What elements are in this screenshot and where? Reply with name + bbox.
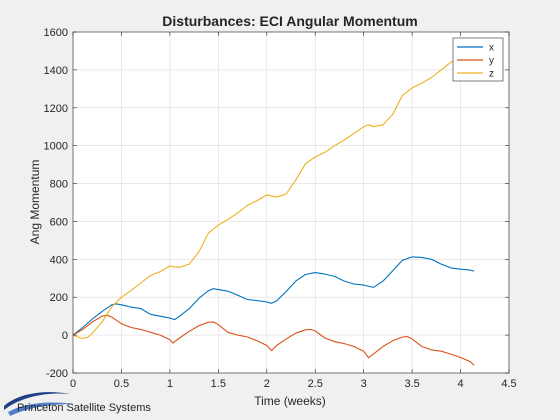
logo-text: Princeton Satellite Systems: [17, 402, 151, 414]
x-tick-label: 1.5: [211, 378, 226, 390]
swoosh-icon: [8, 402, 74, 416]
y-tick-label: 200: [50, 292, 68, 304]
x-tick-label: 4: [457, 378, 463, 390]
y-tick-label: 400: [50, 254, 68, 266]
x-tick-label: 0: [70, 378, 76, 390]
legend-label-z: z: [489, 69, 494, 80]
x-tick-label: 3.5: [404, 378, 419, 390]
x-tick-label: 4.5: [501, 378, 516, 390]
y-tick-label: -200: [46, 368, 68, 380]
series-lines: [72, 59, 475, 366]
x-tick-label: 3: [361, 378, 367, 390]
tick-labels: 0 0.5 1 1.5 2 2.5 3 3.5 4 4.5-2000200400600800100…: [44, 27, 517, 390]
plot-area: [73, 32, 509, 373]
legend-label-x: x: [489, 43, 494, 54]
y-tick-label: 0: [62, 330, 68, 342]
series-line-x: [72, 256, 475, 336]
legend: xyz: [452, 37, 504, 82]
swoosh-icon: [4, 392, 70, 410]
y-tick-label: 1600: [44, 27, 68, 39]
chart-title: Disturbances: ECI Angular Momentum: [162, 13, 417, 29]
y-tick-label: 1200: [44, 103, 68, 115]
y-axis-label: Ang Momentum: [28, 160, 42, 245]
x-tick-label: 2.5: [308, 378, 323, 390]
y-tick-label: 1400: [44, 65, 68, 77]
y-tick-label: 600: [50, 216, 68, 228]
x-tick-label: 2: [264, 378, 270, 390]
x-tick-label: 0.5: [114, 378, 129, 390]
series-line-z: [72, 59, 456, 340]
series-line-y: [72, 314, 475, 366]
legend-label-y: y: [489, 56, 494, 67]
x-axis-label: Time (weeks): [254, 394, 326, 408]
y-tick-label: 1000: [44, 141, 68, 153]
axes-box: [72, 31, 510, 374]
company-logo: Princeton Satellite Systems: [4, 392, 151, 416]
x-tick-label: 1: [167, 378, 173, 390]
ticks: [72, 31, 510, 374]
y-tick-label: 800: [50, 179, 68, 191]
